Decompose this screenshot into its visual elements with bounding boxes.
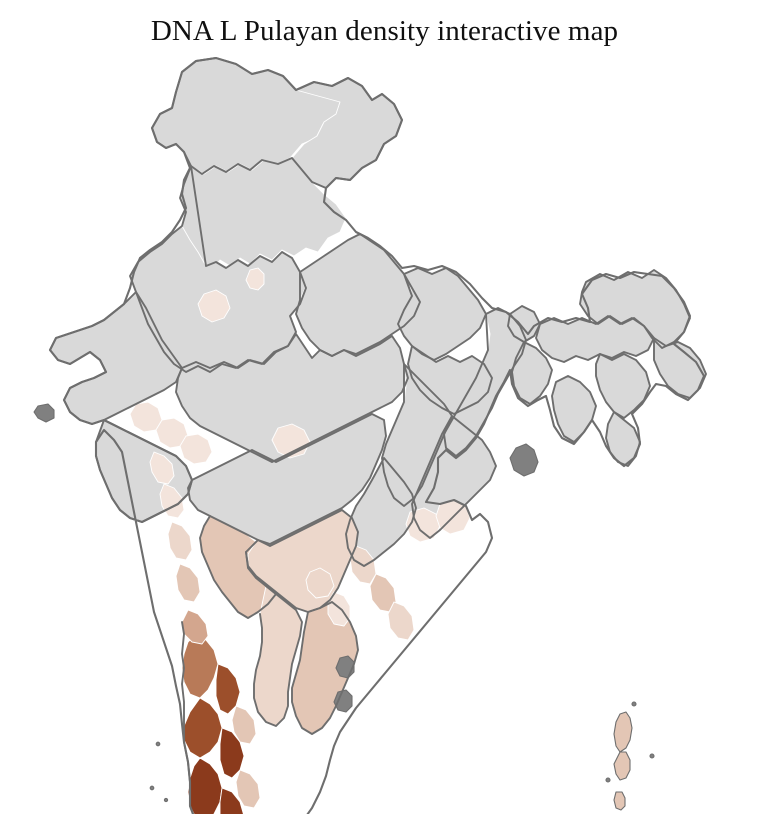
page-title: DNA L Pulayan density interactive map: [150, 15, 619, 47]
map-svg[interactable]: [0, 52, 769, 814]
india-choropleth-map[interactable]: [0, 52, 769, 814]
map-landmass-no-data: [49, 57, 707, 735]
map-country-outline: [48, 56, 706, 814]
map-island-territories: [149, 701, 655, 811]
